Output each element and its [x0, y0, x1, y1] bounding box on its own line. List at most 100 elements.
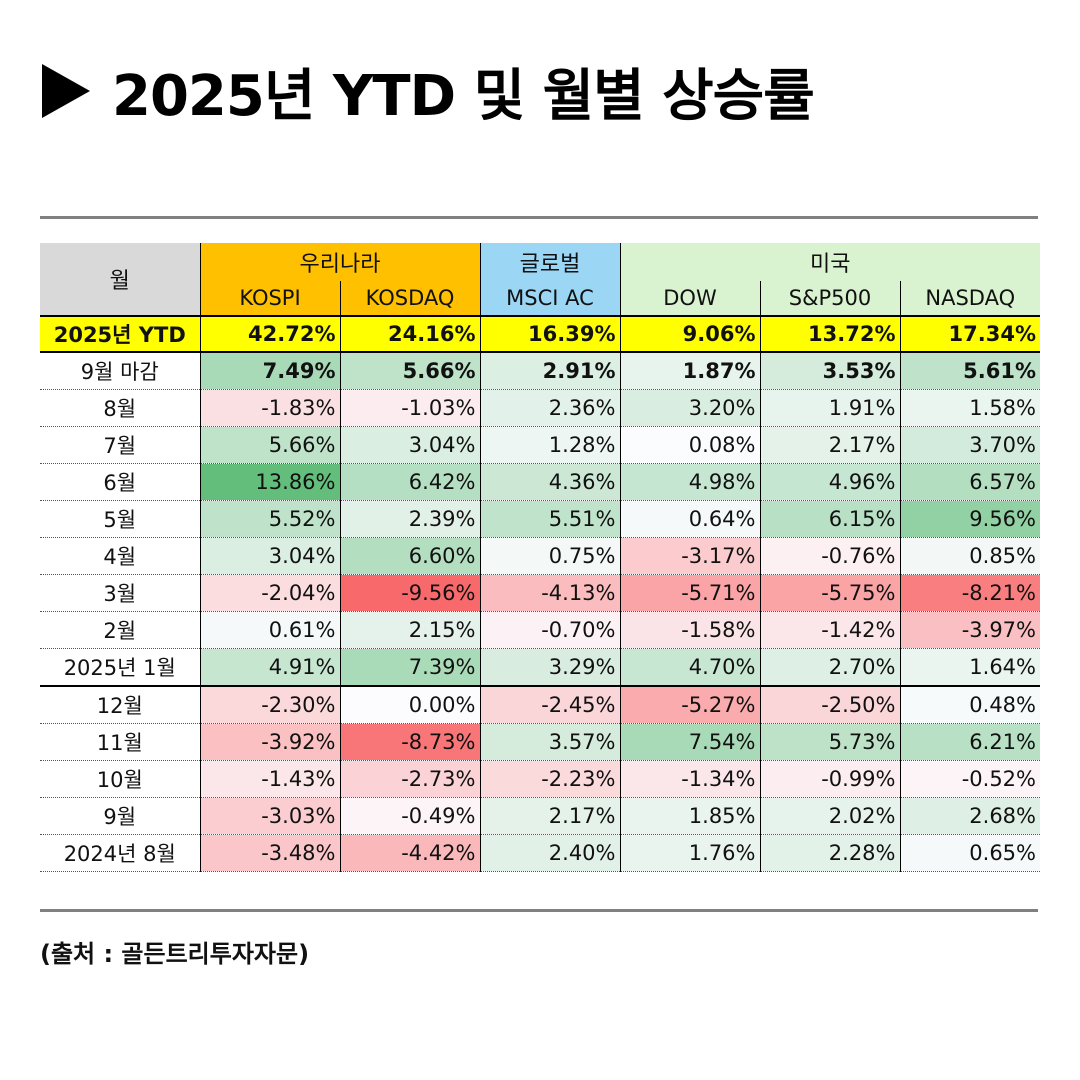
- value-cell: 4.70%: [620, 648, 761, 687]
- value-cell: 2.39%: [340, 500, 481, 538]
- column-header: MSCI AC: [480, 281, 621, 316]
- value-cell: -4.42%: [340, 834, 481, 872]
- column-header: DOW: [620, 281, 761, 316]
- value-cell: 6.57%: [900, 463, 1040, 501]
- value-cell: 2.15%: [340, 611, 481, 649]
- value-cell: -0.70%: [480, 611, 621, 649]
- value-cell: 13.86%: [200, 463, 341, 501]
- group-header-row: 월 우리나라 글로벌 미국: [40, 243, 1040, 316]
- row-label: 9월: [40, 797, 201, 835]
- table-row: 9월 -3.03% -0.49% 2.17% 1.85% 2.02% 2.68%: [40, 797, 1040, 835]
- value-cell: 1.28%: [480, 426, 621, 464]
- value-cell: 6.21%: [900, 723, 1040, 761]
- value-cell: 3.04%: [200, 537, 341, 575]
- value-cell: -9.56%: [340, 574, 481, 612]
- value-cell: 2.17%: [480, 797, 621, 835]
- value-cell: -1.03%: [340, 389, 481, 427]
- column-header: NASDAQ: [900, 281, 1040, 316]
- value-cell: 6.15%: [760, 500, 901, 538]
- value-cell: 0.75%: [480, 537, 621, 575]
- row-label: 9월 마감: [40, 352, 201, 390]
- value-cell: 2.02%: [760, 797, 901, 835]
- table-row: 2024년 8월 -3.48% -4.42% 2.40% 1.76% 2.28% 0.65%: [40, 834, 1040, 872]
- value-cell: -2.45%: [480, 685, 621, 724]
- value-cell: -1.34%: [620, 760, 761, 798]
- value-cell: 0.00%: [340, 685, 481, 724]
- value-cell: 3.29%: [480, 648, 621, 687]
- value-cell: -5.75%: [760, 574, 901, 612]
- column-header: KOSDAQ: [340, 281, 481, 316]
- source-note: (출처 : 골든트리투자자문): [40, 940, 310, 968]
- value-cell: 5.66%: [340, 352, 481, 390]
- value-cell: 1.85%: [620, 797, 761, 835]
- value-cell: -1.83%: [200, 389, 341, 427]
- value-cell: 5.73%: [760, 723, 901, 761]
- row-label: 2024년 8월: [40, 834, 201, 872]
- returns-table: 월 우리나라 글로벌 미국 KOSPI KOSDAQ MSCI AC DOW S…: [40, 243, 1040, 872]
- value-cell: -3.48%: [200, 834, 341, 872]
- column-header-row: KOSPI KOSDAQ MSCI AC DOW S&P500 NASDAQ: [40, 281, 1040, 316]
- value-cell: 2.36%: [480, 389, 621, 427]
- value-cell: -5.71%: [620, 574, 761, 612]
- value-cell: -8.73%: [340, 723, 481, 761]
- value-cell: 6.60%: [340, 537, 481, 575]
- value-cell: -0.99%: [760, 760, 901, 798]
- value-cell: -5.27%: [620, 685, 761, 724]
- row-label: 2025년 YTD: [40, 315, 201, 353]
- top-divider: [40, 216, 1038, 219]
- table-row: 7월 5.66% 3.04% 1.28% 0.08% 2.17% 3.70%: [40, 426, 1040, 464]
- table-row: 3월 -2.04% -9.56% -4.13% -5.71% -5.75% -8.21%: [40, 574, 1040, 612]
- value-cell: 0.61%: [200, 611, 341, 649]
- value-cell: 5.52%: [200, 500, 341, 538]
- value-cell: -3.97%: [900, 611, 1040, 649]
- table-row: 6월 13.86% 6.42% 4.36% 4.98% 4.96% 6.57%: [40, 463, 1040, 501]
- table-row: 12월 -2.30% 0.00% -2.45% -5.27% -2.50% 0.48%: [40, 685, 1040, 724]
- ytd-cell: 13.72%: [760, 315, 901, 353]
- value-cell: 4.36%: [480, 463, 621, 501]
- value-cell: 4.91%: [200, 648, 341, 687]
- value-cell: 7.39%: [340, 648, 481, 687]
- ytd-cell: 16.39%: [480, 315, 621, 353]
- value-cell: -0.76%: [760, 537, 901, 575]
- play-triangle-icon: [42, 64, 90, 118]
- row-label: 11월: [40, 723, 201, 761]
- value-cell: -1.42%: [760, 611, 901, 649]
- row-label: 6월: [40, 463, 201, 501]
- month-header: 월: [40, 243, 201, 316]
- value-cell: -0.52%: [900, 760, 1040, 798]
- value-cell: -4.13%: [480, 574, 621, 612]
- value-cell: -2.50%: [760, 685, 901, 724]
- page-title: 2025년 YTD 및 월별 상승률: [42, 56, 815, 129]
- value-cell: 5.51%: [480, 500, 621, 538]
- value-cell: 4.98%: [620, 463, 761, 501]
- row-label: 5월: [40, 500, 201, 538]
- bottom-divider: [40, 909, 1038, 912]
- value-cell: -0.49%: [340, 797, 481, 835]
- value-cell: 0.85%: [900, 537, 1040, 575]
- column-header: S&P500: [760, 281, 901, 316]
- value-cell: 3.70%: [900, 426, 1040, 464]
- ytd-cell: 9.06%: [620, 315, 761, 353]
- row-label: 10월: [40, 760, 201, 798]
- value-cell: 3.57%: [480, 723, 621, 761]
- value-cell: 9.56%: [900, 500, 1040, 538]
- value-cell: 2.28%: [760, 834, 901, 872]
- value-cell: 1.91%: [760, 389, 901, 427]
- page-title-text: 2025년 YTD 및 월별 상승률: [112, 63, 815, 129]
- value-cell: 5.66%: [200, 426, 341, 464]
- value-cell: 7.49%: [200, 352, 341, 390]
- value-cell: 2.91%: [480, 352, 621, 390]
- table-row: 8월 -1.83% -1.03% 2.36% 3.20% 1.91% 1.58%: [40, 389, 1040, 427]
- value-cell: -3.92%: [200, 723, 341, 761]
- value-cell: 1.76%: [620, 834, 761, 872]
- value-cell: 1.58%: [900, 389, 1040, 427]
- row-label: 2025년 1월: [40, 648, 201, 687]
- ytd-row: 2025년 YTD 42.72% 24.16% 16.39% 9.06% 13.…: [40, 315, 1040, 353]
- row-label: 8월: [40, 389, 201, 427]
- value-cell: -2.23%: [480, 760, 621, 798]
- ytd-cell: 42.72%: [200, 315, 341, 353]
- value-cell: 0.64%: [620, 500, 761, 538]
- table-row: 11월 -3.92% -8.73% 3.57% 7.54% 5.73% 6.21%: [40, 723, 1040, 761]
- table-row: 4월 3.04% 6.60% 0.75% -3.17% -0.76% 0.85%: [40, 537, 1040, 575]
- row-label: 2월: [40, 611, 201, 649]
